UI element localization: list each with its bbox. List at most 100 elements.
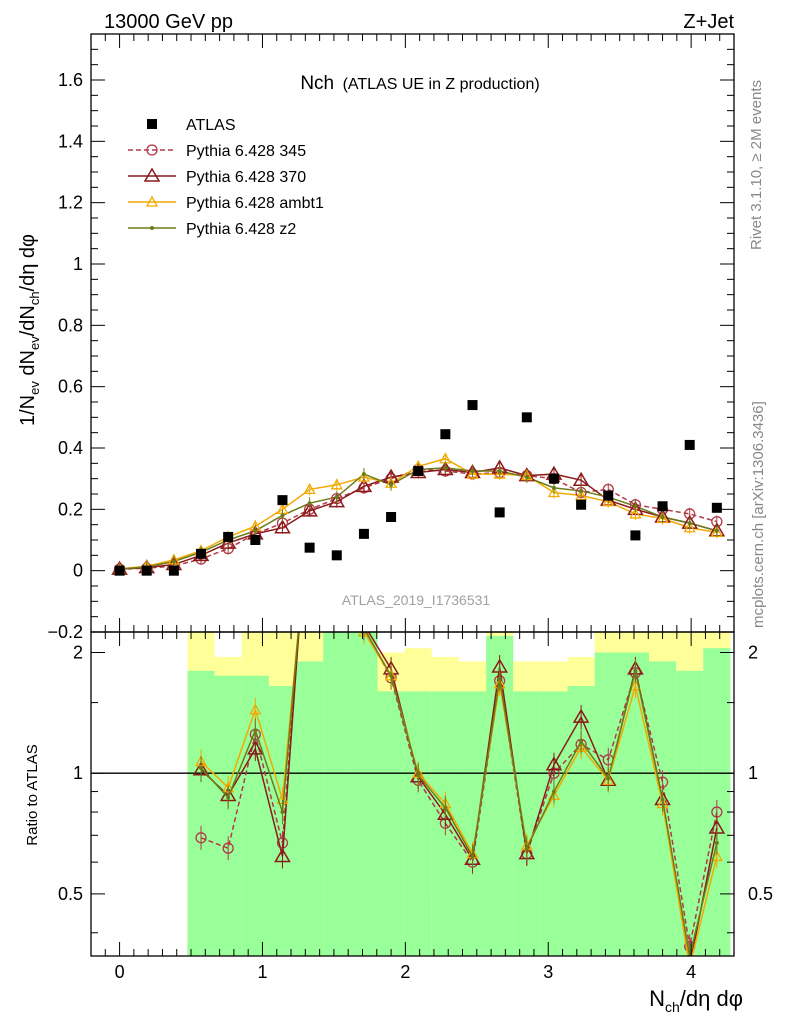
main-y-axis-label: 1/Nev dNev/dNch/dη dφ xyxy=(17,234,42,426)
atlas-data-point xyxy=(413,466,424,476)
ratio-y-tick-label-right: 1 xyxy=(748,763,758,783)
ratio-series-line xyxy=(200,632,718,947)
main-series-line xyxy=(119,467,718,570)
ratio-series-point xyxy=(660,797,665,802)
green-band-bin xyxy=(594,652,622,956)
main-title-main: Nch xyxy=(300,73,334,94)
main-y-tick-label: 1.6 xyxy=(58,70,83,90)
main-series-layer xyxy=(111,400,726,576)
ratio-uncertainty-bands xyxy=(187,632,731,956)
ratio-series-point xyxy=(357,617,371,629)
atlas-data-point xyxy=(114,565,125,576)
atlas-data-point xyxy=(657,501,668,512)
green-band-bin xyxy=(458,691,487,956)
x-tick-label: 3 xyxy=(543,962,553,982)
legend-marker xyxy=(146,144,158,156)
legend-label: Pythia 6.428 345 xyxy=(186,143,306,160)
ratio-y-tick-label-left: 0.5 xyxy=(58,884,83,904)
ratio-y-tick-label-right: 0.5 xyxy=(748,884,773,904)
main-y-tick-label: 0.6 xyxy=(58,377,83,397)
ratio-series-point xyxy=(249,703,262,715)
legend-label: Pythia 6.428 ambt1 xyxy=(186,195,324,212)
main-title-sub: (ATLAS UE in Z production) xyxy=(343,76,540,93)
ratio-series-point xyxy=(714,840,719,845)
atlas-data-point xyxy=(711,502,722,513)
main-y-tick-label: 1.4 xyxy=(58,131,83,151)
ratio-series-line xyxy=(200,632,718,956)
legend-label: ATLAS xyxy=(186,117,236,134)
main-y-tick-label: −0.2 xyxy=(47,622,83,642)
green-band-bin xyxy=(621,652,649,956)
main-y-tick-label: 0.8 xyxy=(58,315,83,335)
ratio-series-point xyxy=(524,846,529,851)
atlas-data-point xyxy=(331,550,342,561)
atlas-data-point xyxy=(548,473,559,484)
x-tick-label: 1 xyxy=(257,962,267,982)
main-y-tick-label: 0.2 xyxy=(58,499,83,519)
ratio-series-point xyxy=(253,728,258,733)
header-left-label: 13000 GeV pp xyxy=(104,11,233,33)
legend-marker xyxy=(143,167,161,182)
atlas-data-point xyxy=(304,542,315,553)
ratio-series-point xyxy=(572,708,590,723)
atlas-data-point xyxy=(494,507,505,518)
ratio-series-point xyxy=(470,854,475,859)
green-band-bin xyxy=(187,670,215,956)
main-panel-content xyxy=(111,400,726,576)
ratio-series-point xyxy=(579,739,584,744)
ratio-series-point xyxy=(274,847,291,863)
ratio-series-point xyxy=(226,795,231,800)
x-axis-label: Nch/dη dφ xyxy=(649,986,743,1015)
main-y-tick-label: 0.4 xyxy=(58,438,83,458)
atlas-data-point xyxy=(603,490,614,501)
atlas-data-point xyxy=(141,565,152,576)
ratio-series-layer xyxy=(91,617,734,956)
atlas-data-point xyxy=(358,528,369,539)
legend: ATLAS Pythia 6.428 345 Pythia 6.428 370 Pyt… xyxy=(128,117,324,238)
ratio-y-axis-label: Ratio to ATLAS xyxy=(24,744,41,845)
ratio-series-point xyxy=(551,789,556,794)
x-tick-label: 4 xyxy=(686,962,696,982)
main-y-tick-label: 0 xyxy=(73,561,83,581)
main-y-tick-label: 1 xyxy=(73,254,83,274)
ratio-y-tick-label-left: 2 xyxy=(73,643,83,663)
green-band-bin xyxy=(540,691,568,956)
main-series-line xyxy=(119,468,718,570)
main-series-line xyxy=(119,467,718,570)
mcplots-label: mcplots.cern.ch [arXiv:1306.3436] xyxy=(750,401,767,628)
analysis-id-label: ATLAS_2019_I1736531 xyxy=(342,592,491,608)
atlas-data-point xyxy=(467,400,478,411)
green-band-bin xyxy=(214,675,242,956)
atlas-data-point xyxy=(630,530,641,541)
ratio-series-point xyxy=(280,810,285,815)
atlas-data-point xyxy=(168,565,179,576)
ratio-series-line xyxy=(200,632,718,956)
atlas-data-point xyxy=(223,531,234,542)
ratio-series-point xyxy=(545,756,563,771)
header-right-label: Z+Jet xyxy=(683,11,734,33)
atlas-data-point xyxy=(684,439,695,450)
legend-label: Pythia 6.428 370 xyxy=(186,169,306,186)
ratio-series-point xyxy=(222,842,234,854)
green-band-bin xyxy=(404,691,432,956)
legend-label: Pythia 6.428 z2 xyxy=(186,221,296,238)
green-band-bin xyxy=(296,661,324,956)
green-band-bin xyxy=(323,632,351,956)
axes: 0 1 2 3 4 −0.2 0 0.2 0.4 0.6 0.8 1 1.2 1.4 1.6 0.5 0.5 1 1… xyxy=(47,33,773,982)
ratio-y-tick-label-right: 2 xyxy=(748,643,758,663)
green-band-bin xyxy=(377,691,405,956)
atlas-data-point xyxy=(521,412,532,423)
ratio-panel-content xyxy=(91,617,734,956)
atlas-data-point xyxy=(576,499,587,510)
x-tick-label: 0 xyxy=(115,962,125,982)
ratio-series-point xyxy=(199,766,204,771)
atlas-data-point xyxy=(440,429,451,440)
main-title: Nch (ATLAS UE in Z production) xyxy=(300,73,539,94)
legend-marker xyxy=(145,195,159,207)
legend-marker xyxy=(147,119,157,129)
x-tick-label: 2 xyxy=(400,962,410,982)
ratio-series-point xyxy=(443,805,448,810)
atlas-data-point xyxy=(250,535,261,545)
legend-marker xyxy=(150,226,154,230)
